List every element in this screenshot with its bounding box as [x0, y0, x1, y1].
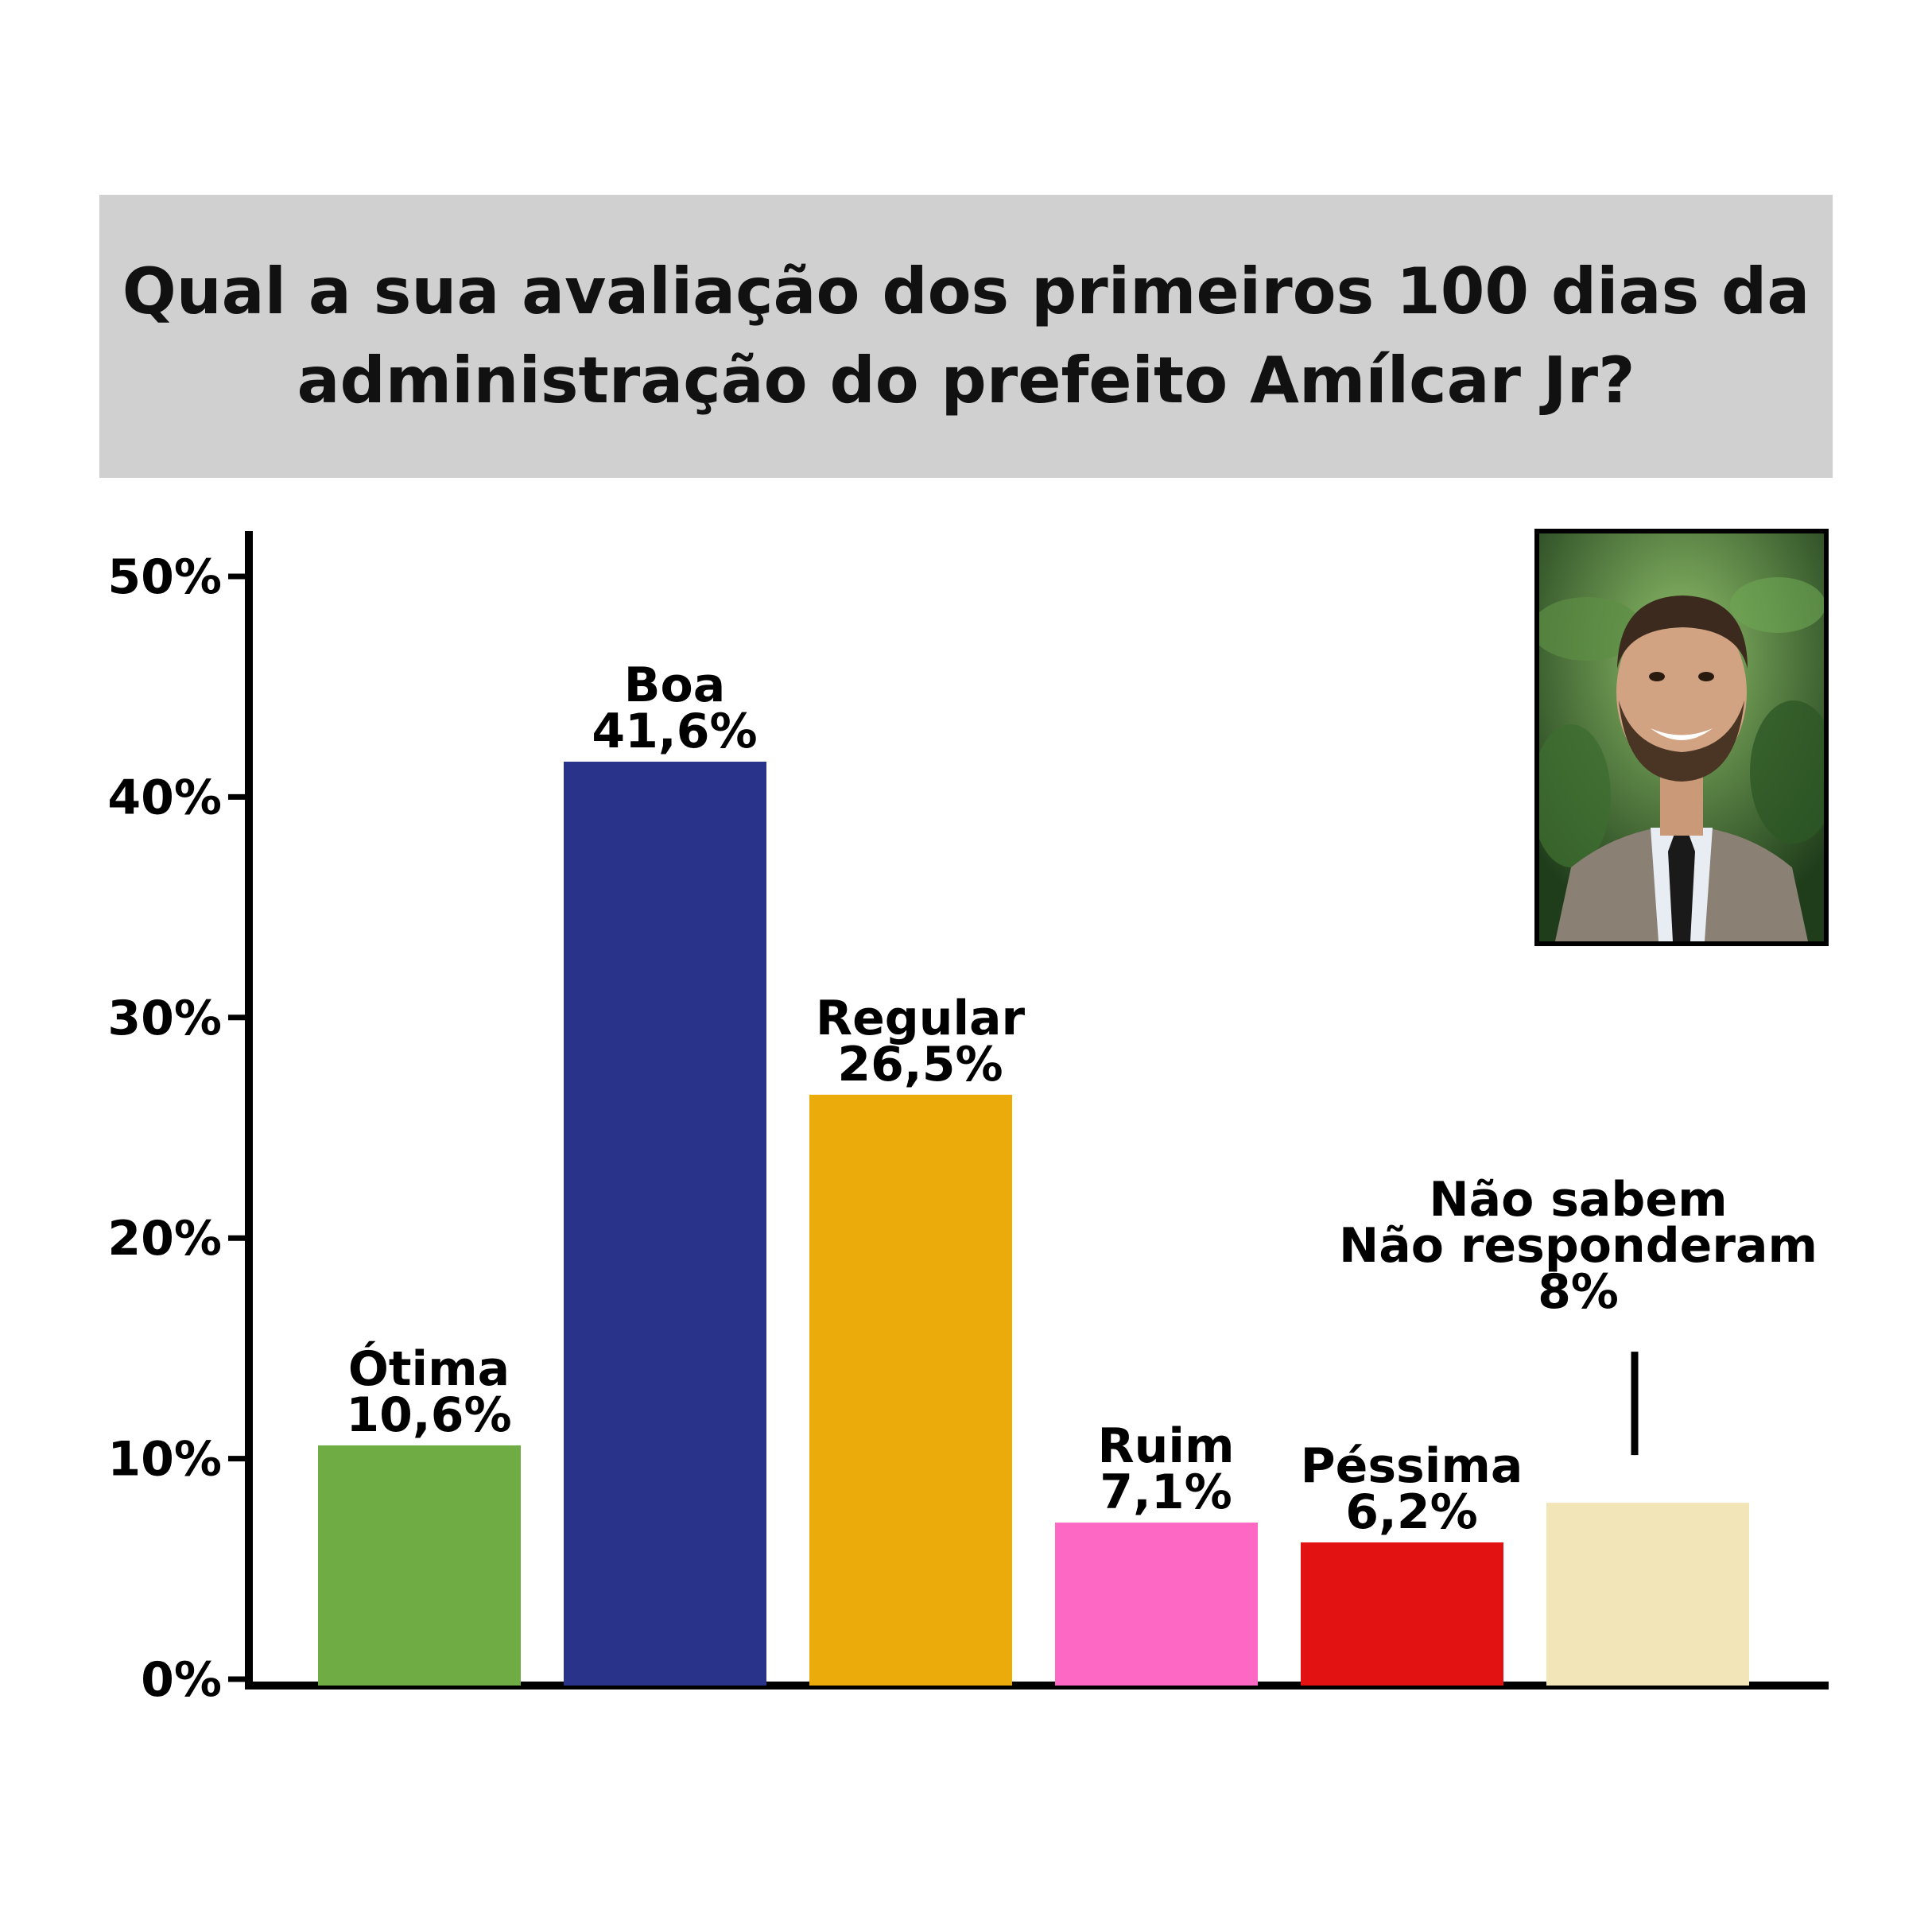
bar-label-1-1: 41,6%: [592, 704, 757, 759]
bar-label-3-0: Ruim: [1097, 1418, 1234, 1474]
y-tick-label: 0%: [141, 1652, 222, 1708]
portrait-image: [1539, 533, 1824, 941]
y-tick-label: 40%: [107, 770, 222, 825]
bar-1: [564, 762, 766, 1686]
bar-label-0-1: 10,6%: [346, 1387, 511, 1443]
chart-title-box: Qual a sua avaliação dos primeiros 100 d…: [99, 195, 1833, 478]
bar-3: [1055, 1523, 1258, 1686]
chart-title-line-1: Qual a sua avaliação dos primeiros 100 d…: [122, 254, 1810, 328]
bar-label-2-0: Regular: [816, 991, 1026, 1046]
y-tick-label: 30%: [107, 991, 222, 1046]
bar-label-4-1: 6,2%: [1345, 1484, 1477, 1540]
bar-5: [1546, 1503, 1749, 1686]
bar-label-0-0: Ótima: [348, 1340, 510, 1397]
bar-label-4-0: Péssima: [1301, 1438, 1523, 1494]
y-tick-label: 10%: [107, 1432, 222, 1488]
bar-label-5-0: Não sabem: [1429, 1172, 1727, 1228]
bar-0: [318, 1445, 521, 1686]
chart-title-line-2: administração do prefeito Amílcar Jr?: [297, 343, 1635, 417]
bar-label-5-2: 8%: [1538, 1264, 1619, 1320]
y-tick-label: 50%: [107, 549, 222, 605]
bar-4: [1301, 1542, 1503, 1686]
bar-label-3-1: 7,1%: [1100, 1465, 1232, 1520]
bar-2: [809, 1094, 1012, 1686]
bar-label-5-1: Não responderam: [1339, 1218, 1818, 1274]
chart-bars: [318, 762, 1749, 1686]
mayor-portrait-photo: [1534, 529, 1829, 946]
bar-label-2-1: 26,5%: [837, 1037, 1003, 1092]
bar-label-1-0: Boa: [624, 658, 725, 713]
y-tick-label: 20%: [107, 1211, 222, 1267]
